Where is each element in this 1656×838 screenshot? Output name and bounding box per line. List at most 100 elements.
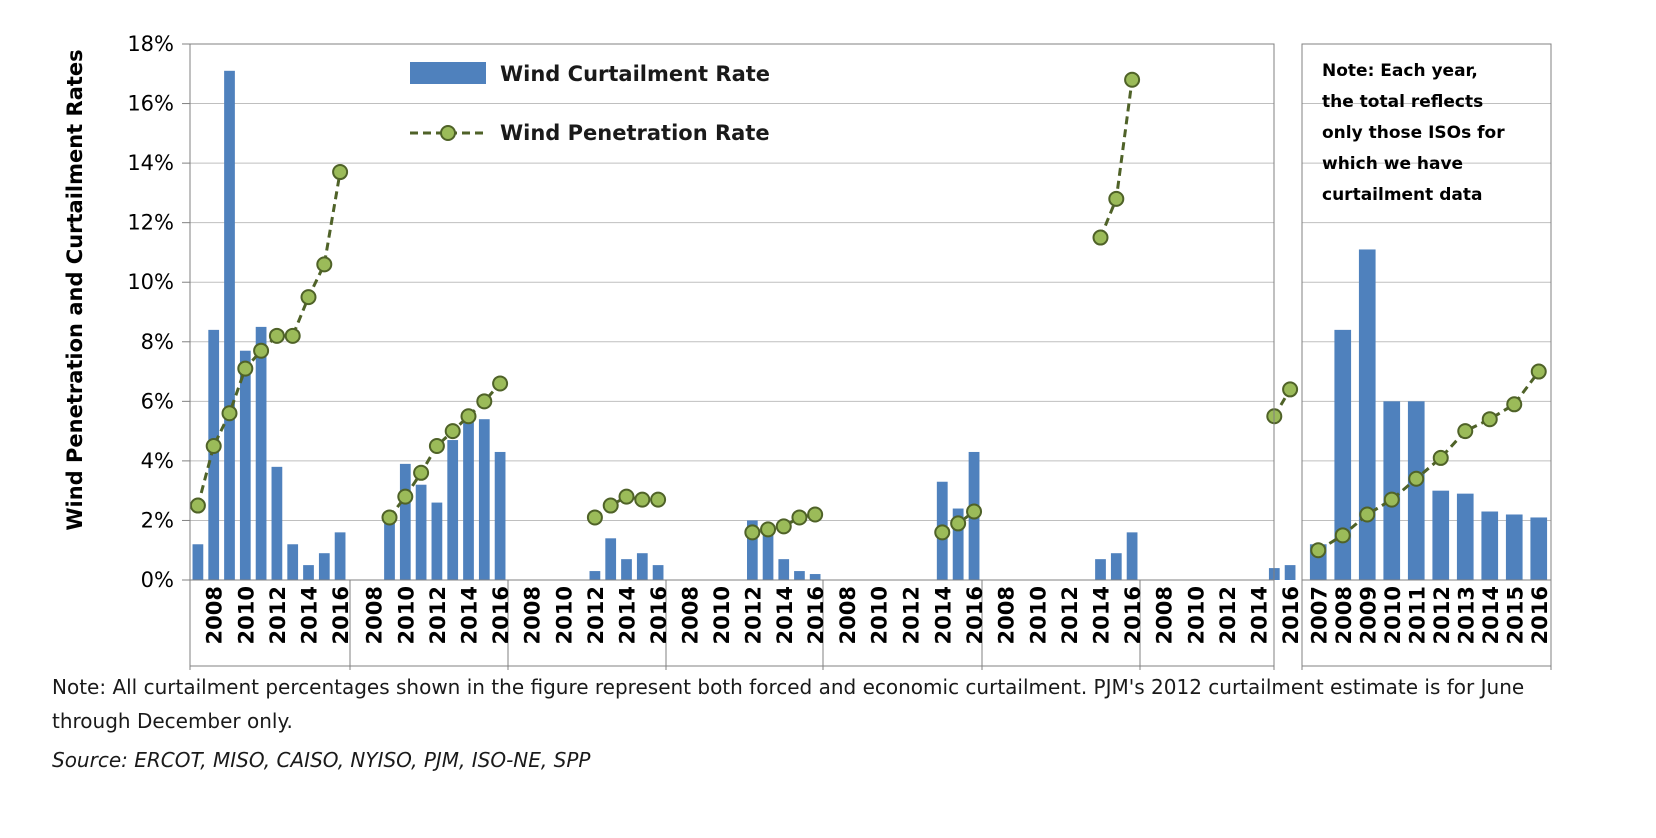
x-tick-label: 2012 xyxy=(1430,586,1454,644)
total-annotation: Note: Each year, the total reflects only… xyxy=(1322,61,1505,205)
curtailment-bar xyxy=(255,326,267,580)
legend-bar-swatch xyxy=(410,62,486,84)
penetration-marker xyxy=(1282,381,1299,398)
penetration-marker xyxy=(476,393,493,410)
penetration-marker xyxy=(1457,423,1474,440)
penetration-marker xyxy=(237,360,254,377)
x-tick-label: 2016 xyxy=(1528,586,1552,644)
penetration-marker xyxy=(428,438,445,454)
penetration-marker xyxy=(268,327,285,344)
curtailment-bar xyxy=(415,484,427,580)
plot-frame-left xyxy=(189,43,1275,581)
x-tick-label: 2014 xyxy=(773,586,797,644)
y-axis-title: Wind Penetration and Curtailment Rates xyxy=(63,49,87,530)
curtailment-bar xyxy=(762,523,774,580)
penetration-marker xyxy=(1481,411,1498,428)
annotation-line-2: the total reflects xyxy=(1322,92,1483,112)
penetration-marker xyxy=(284,327,301,344)
x-tick-label: 2011 xyxy=(1405,586,1429,644)
penetration-marker xyxy=(1432,449,1449,466)
curtailment-bar xyxy=(271,466,283,580)
y-tick-label: 2% xyxy=(141,508,174,532)
penetration-marker xyxy=(1408,470,1425,487)
x-tick-label: 2015 xyxy=(1503,586,1527,644)
penetration-marker xyxy=(381,509,398,526)
x-tick-label: 2007 xyxy=(1307,586,1331,644)
curtailment-bar xyxy=(384,514,395,580)
penetration-marker xyxy=(602,497,619,514)
x-tick-label: 2014 xyxy=(1090,586,1114,644)
curtailment-bar xyxy=(589,571,601,580)
penetration-marker xyxy=(413,464,430,481)
penetration-marker xyxy=(397,488,414,505)
curtailment-bar xyxy=(334,532,346,580)
penetration-lines xyxy=(189,71,1547,559)
legend: Wind Curtailment Rate Wind Penetration R… xyxy=(410,62,770,145)
curtailment-bar xyxy=(1358,249,1376,580)
penetration-line xyxy=(196,171,342,506)
x-tick-label: 2008 xyxy=(836,586,860,644)
x-tick-label: 2010 xyxy=(394,586,418,644)
penetration-marker xyxy=(253,342,270,359)
penetration-marker xyxy=(221,405,238,422)
x-tick-label: 2008 xyxy=(363,586,387,644)
penetration-marker xyxy=(650,491,667,508)
curtailment-bar xyxy=(1481,511,1499,580)
x-tick-label: 2009 xyxy=(1356,586,1380,644)
x-tick-label: 2010 xyxy=(1026,586,1050,644)
curtailment-bar xyxy=(794,571,805,580)
x-tick-label: 2016 xyxy=(1121,586,1145,644)
wind-curtailment-chart: 0%2%4%6%8%10%12%14%16%18%2008 2010 2012 201… xyxy=(63,32,1552,670)
y-tick-label: 12% xyxy=(127,211,174,235)
x-tick-label: 2010 xyxy=(552,586,576,644)
x-tick-label: 2010 xyxy=(710,586,734,644)
curtailment-bar xyxy=(605,538,617,580)
x-tick-label: 2014 xyxy=(931,586,955,644)
curtailment-bar xyxy=(809,574,821,580)
curtailment-bar xyxy=(1432,490,1450,580)
curtailment-bar xyxy=(224,70,235,581)
y-tick-label: 0% xyxy=(141,568,174,592)
x-tick-label: 2008 xyxy=(995,586,1019,644)
penetration-marker xyxy=(1359,506,1376,523)
curtailment-bar xyxy=(192,544,204,580)
x-tick-label: 2008 xyxy=(203,586,227,644)
annotation-line-4: which we have xyxy=(1322,154,1463,174)
penetration-marker xyxy=(444,423,461,440)
y-tick-label: 14% xyxy=(127,151,174,175)
curtailment-bar xyxy=(303,565,314,580)
curtailment-bar xyxy=(747,520,758,580)
x-tick-label: 2012 xyxy=(426,586,450,644)
x-tick-label: 2014 xyxy=(298,586,322,644)
curtailment-bar xyxy=(399,463,411,580)
curtailment-bar xyxy=(1284,565,1296,580)
penetration-marker xyxy=(1334,527,1351,544)
penetration-marker xyxy=(460,408,477,425)
x-tick-label: 2016 xyxy=(329,586,353,644)
x-tick-label: 2008 xyxy=(521,586,545,644)
curtailment-bar xyxy=(494,451,506,580)
legend-curtailment-label: Wind Curtailment Rate xyxy=(500,62,770,86)
x-tick-label: 2008 xyxy=(1153,586,1177,644)
curtailment-bar xyxy=(318,553,330,580)
y-tick-label: 16% xyxy=(127,92,174,116)
curtailment-bar xyxy=(463,422,474,580)
x-tick-label: 2012 xyxy=(266,586,290,644)
penetration-marker xyxy=(492,375,509,392)
penetration-marker xyxy=(300,289,317,306)
x-tick-label: 2016 xyxy=(647,586,671,644)
legend-marker xyxy=(440,125,456,141)
penetration-marker xyxy=(1108,190,1125,207)
curtailment-bar xyxy=(1334,329,1352,580)
source-note: Source: ERCOT, MISO, CAISO, NYISO, PJM, … xyxy=(52,748,591,772)
curtailment-bar xyxy=(239,350,251,580)
curtailment-bar xyxy=(621,559,632,580)
penetration-marker xyxy=(1092,229,1109,246)
curtailment-bars xyxy=(192,70,1548,581)
penetration-marker xyxy=(1124,71,1141,88)
penetration-marker xyxy=(189,497,206,514)
x-tick-label: 2008 xyxy=(1332,586,1356,644)
x-tick-label: 2014 xyxy=(1248,586,1272,644)
curtailment-bar xyxy=(447,440,459,580)
x-tick-label: 2012 xyxy=(584,586,608,644)
